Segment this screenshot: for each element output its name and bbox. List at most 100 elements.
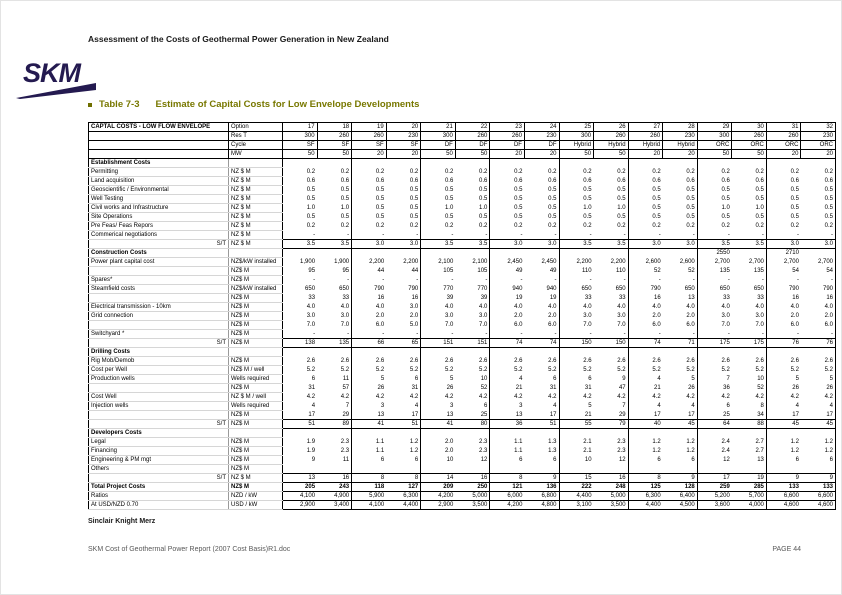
value-cell: 7 [622,403,626,409]
value-cell: 0.5 [824,205,833,211]
value-cell: 5.2 [627,365,663,375]
header-value-cell: DF [420,140,456,150]
value-cell: 770 [477,286,488,292]
value-cell: 3.0 [627,239,663,249]
value-cell [455,248,490,258]
value-cell [524,158,559,168]
value-cell: - [831,231,833,238]
value-cell: - [282,275,318,285]
row-unit: NZ$ M / well [228,365,283,375]
row-label: Well Testing [88,194,229,204]
header-value-cell: DF [454,140,491,150]
value-cell: 5.2 [755,367,764,373]
value-cell: 4,100 [351,500,387,510]
value-cell: 0.6 [351,176,387,186]
section-title: Developers Costs [88,428,229,438]
value-cell: 54 [826,268,833,274]
value-cell: 19 [731,473,767,483]
value-cell: 0.2 [617,223,626,229]
value-cell: 2.0 [765,311,801,321]
value-cell: 175 [731,338,767,348]
value-cell: 4.0 [558,302,594,312]
row-label: Total Project Costs [88,482,229,492]
header-value-cell: 50 [731,149,767,159]
value-cell [524,465,559,474]
value-cell: 2,900 [420,500,456,510]
value-cell: 80 [455,419,490,429]
header-value-cell: 32 [800,122,836,132]
row-unit: NZ$ M [228,293,283,303]
value-cell: 6 [627,455,663,465]
value-cell: 0.2 [755,169,764,175]
value-cell: 25 [480,411,488,418]
value-cell: 49 [549,268,557,274]
table-row: Engineering & PM mgt NZ$ M 9 11 6 6 10 12 6 6 10 12… [88,455,836,465]
value-cell: 6.0 [824,322,833,328]
value-cell: 6,300 [627,491,663,501]
value-cell: - [692,330,695,337]
value-cell [282,464,318,474]
header-value-cell: 20 [385,149,422,159]
value-cell: 0.5 [824,187,833,193]
value-cell: - [282,230,318,240]
row-unit: NZ $ M [228,221,283,231]
value-cell: - [623,277,626,283]
row-unit: NZ$ M [228,338,283,348]
row-unit: NZ$ M [228,383,283,393]
header-value-cell: 30 [731,122,767,132]
header-value-cell: SF [351,140,387,150]
value-cell: - [554,231,557,238]
value-cell: 4 [627,401,663,411]
value-cell: 2710 [765,248,801,258]
value-cell: 16 [593,473,629,483]
row-label: Electrical transmission - 10km [88,302,229,312]
value-cell: 4.2 [765,392,801,402]
value-cell: 5.2 [686,367,695,373]
value-cell: 0.5 [340,187,350,193]
value-cell: 6 [558,374,594,384]
value-cell: - [282,329,318,339]
value-cell: 19 [549,295,557,301]
value-cell: 0.5 [548,214,557,220]
row-unit: NZ$ M [228,311,283,321]
row-label: Legal [88,437,229,447]
value-cell [662,158,698,168]
header-value-cell: 31 [765,122,802,132]
value-cell: 3.0 [420,311,456,321]
value-cell: 2.7 [755,439,764,445]
value-cell: 74 [627,338,663,348]
row-unit: Wells required [228,374,283,384]
value-cell: 2.6 [282,356,318,366]
value-cell: 650 [696,284,732,294]
value-cell: 57 [342,385,350,391]
value-cell: 51 [282,419,318,429]
value-cell [731,158,767,168]
caption-label: Table 7-3 [99,99,140,110]
value-cell [524,248,559,258]
value-cell: 0.6 [696,176,732,186]
header-value-cell: Hybrid [662,140,698,150]
value-cell: 0.2 [824,223,833,229]
value-cell: 4.0 [824,304,833,310]
value-cell: 41 [420,419,456,429]
value-cell [282,248,318,258]
row-unit: Wells required [228,401,283,411]
table-row: Injection wells Wells required 4 7 3 4 3 6 3 4 5 7 4… [88,401,836,411]
value-cell: 0.2 [282,167,318,177]
value-cell: 52 [688,268,695,274]
header-value-cell: 230 [800,131,836,141]
value-cell: 0.5 [351,203,387,213]
value-cell [662,347,698,357]
value-cell: 5 [765,374,801,384]
row-label: Others [88,464,229,474]
value-cell [317,465,352,474]
value-cell: - [623,330,626,337]
table-row: NZ$ M 33 33 16 16 39 39 19 19 33 33 16 13 33 33 16 16 [88,293,836,303]
value-cell: 9 [800,473,836,483]
section-title: Construction Costs [88,248,229,258]
value-cell: 0.6 [686,178,695,184]
value-cell: 3.0 [489,239,525,249]
table-row: Others NZ$ M [88,464,836,474]
value-cell: 0.5 [548,187,557,193]
footer-company: Sinclair Knight Merz [88,518,156,525]
